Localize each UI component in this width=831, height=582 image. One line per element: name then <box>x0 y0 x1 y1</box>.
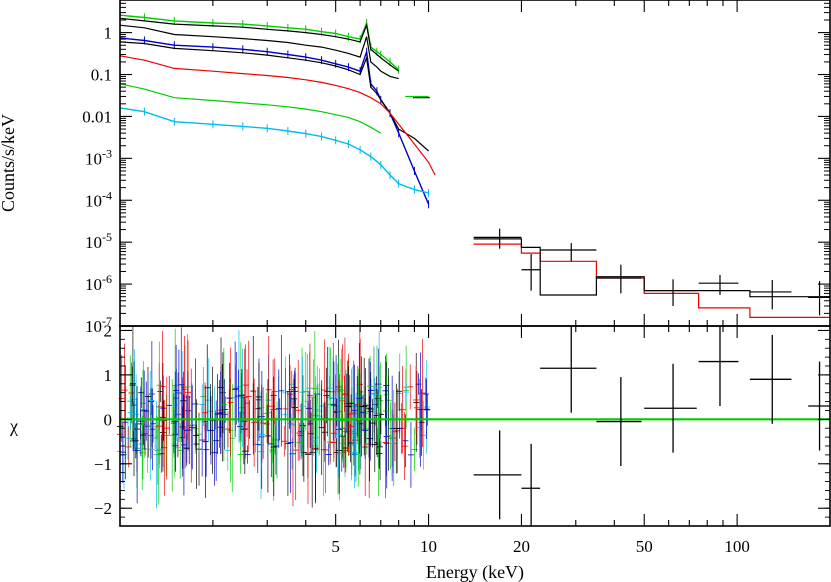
residual-y-tick-label: −2 <box>94 499 112 518</box>
spectrum-series-6-line <box>119 83 382 134</box>
spectrum-series-7-line <box>119 107 429 194</box>
residual-y-tick-label: 1 <box>104 366 113 385</box>
x-tick-label: 100 <box>724 537 750 556</box>
residual-marks <box>117 326 830 526</box>
residual-frame <box>119 325 831 527</box>
residual-y-tick-label: 0 <box>104 410 113 429</box>
residual-y-tick-label: 2 <box>104 321 113 340</box>
spectrum-marks <box>119 11 830 318</box>
spectrum-y-tick-label: 10-7 <box>85 314 112 336</box>
spectrum-series-0-line <box>119 14 400 71</box>
spectrum-y-tick-label: 10-3 <box>85 146 112 168</box>
spectrum-series-8-line <box>473 243 830 318</box>
spectrum-panel: 1 0.1 0.01 10-3 10-4 10-5 10-6 10-7 <box>82 0 831 336</box>
spectrum-y-tick-label: 0.01 <box>82 107 112 126</box>
spectrum-series-9-line <box>473 238 830 298</box>
spectrum-y-tick-label: 1 <box>104 24 113 43</box>
x-tick-label: 20 <box>513 537 530 556</box>
spectrum-axes: 1 0.1 0.01 10-3 10-4 10-5 10-6 10-7 <box>82 0 831 336</box>
x-tick-label: 10 <box>420 537 437 556</box>
spectrum-series-1-line <box>119 17 400 72</box>
spectrum-y-tick-label: 10-6 <box>85 272 112 294</box>
spectrum-series-5-line <box>119 55 436 176</box>
spectrum-frame <box>119 0 831 327</box>
spectrum-y-tick-label: 0.1 <box>91 66 112 85</box>
spectrum-series-2-line <box>119 24 399 80</box>
x-axis: 5 10 20 50 100 <box>331 537 749 556</box>
spectrum-y-tick-label: 10-5 <box>85 230 112 252</box>
spectrum-y-axis-title: Counts/s/keV <box>0 114 18 212</box>
x-tick-label: 50 <box>636 537 653 556</box>
residual-y-tick-label: −1 <box>94 455 112 474</box>
x-axis-title: Energy (keV) <box>426 562 524 582</box>
spectrum-series-3-line <box>119 37 430 205</box>
residual-y-axis-title: χ <box>9 416 18 436</box>
residual-panel: −2 −1 0 1 2 <box>94 321 831 527</box>
spectrum-y-tick-label: 10-4 <box>85 188 112 210</box>
x-tick-label: 5 <box>331 537 340 556</box>
